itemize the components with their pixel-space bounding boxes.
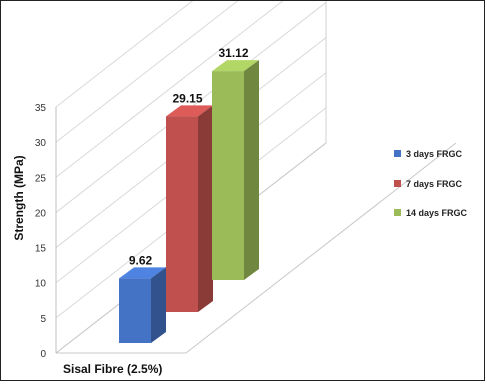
y-axis-label: Strength (MPa) <box>12 155 26 240</box>
y-tick-label: 5 <box>40 314 46 325</box>
legend-swatch <box>394 150 401 157</box>
bar-top-14-days-frgc <box>212 60 259 72</box>
legend: 3 days FRGC 7 days FRGC 14 days FRGC <box>394 149 468 218</box>
bar-7-days-frgc <box>166 116 198 312</box>
bar-3-days-frgc <box>119 278 151 343</box>
bar-side-7-days-frgc <box>198 105 213 312</box>
y-tick-label: 20 <box>35 208 47 219</box>
floor-right-edge <box>185 142 457 354</box>
bar-side-3-days-frgc <box>151 267 166 343</box>
y-tick-labels: 0 5 10 15 20 25 30 35 <box>35 103 47 360</box>
category-label: Sisal Fibre (2.5%) <box>63 362 162 376</box>
bar-top-7-days-frgc <box>166 105 213 117</box>
legend-label: 3 days FRGC <box>406 149 463 159</box>
y-tick-label: 15 <box>35 244 47 255</box>
y-tick-label: 10 <box>35 279 47 290</box>
data-label: 31.12 <box>218 46 248 60</box>
data-labels: 9.62 29.15 31.12 <box>129 46 249 267</box>
gridline-diagonal <box>55 1 239 143</box>
data-label: 29.15 <box>172 91 202 105</box>
data-label: 9.62 <box>129 253 153 267</box>
legend-swatch <box>394 180 401 187</box>
y-tick-label: 35 <box>35 103 47 114</box>
legend-swatch <box>394 209 401 216</box>
bar-14-days-frgc <box>212 71 244 280</box>
y-tick-label: 0 <box>40 349 46 360</box>
y-tick-label: 30 <box>35 138 47 149</box>
y-tick-label: 25 <box>35 173 47 184</box>
bars <box>119 60 259 343</box>
gridline-diagonal <box>55 1 284 178</box>
legend-label: 14 days FRGC <box>406 208 468 218</box>
legend-label: 7 days FRGC <box>406 179 463 189</box>
bar-side-14-days-frgc <box>244 60 259 280</box>
bar-top-3-days-frgc <box>119 267 166 279</box>
gridline-diagonal <box>55 1 194 108</box>
